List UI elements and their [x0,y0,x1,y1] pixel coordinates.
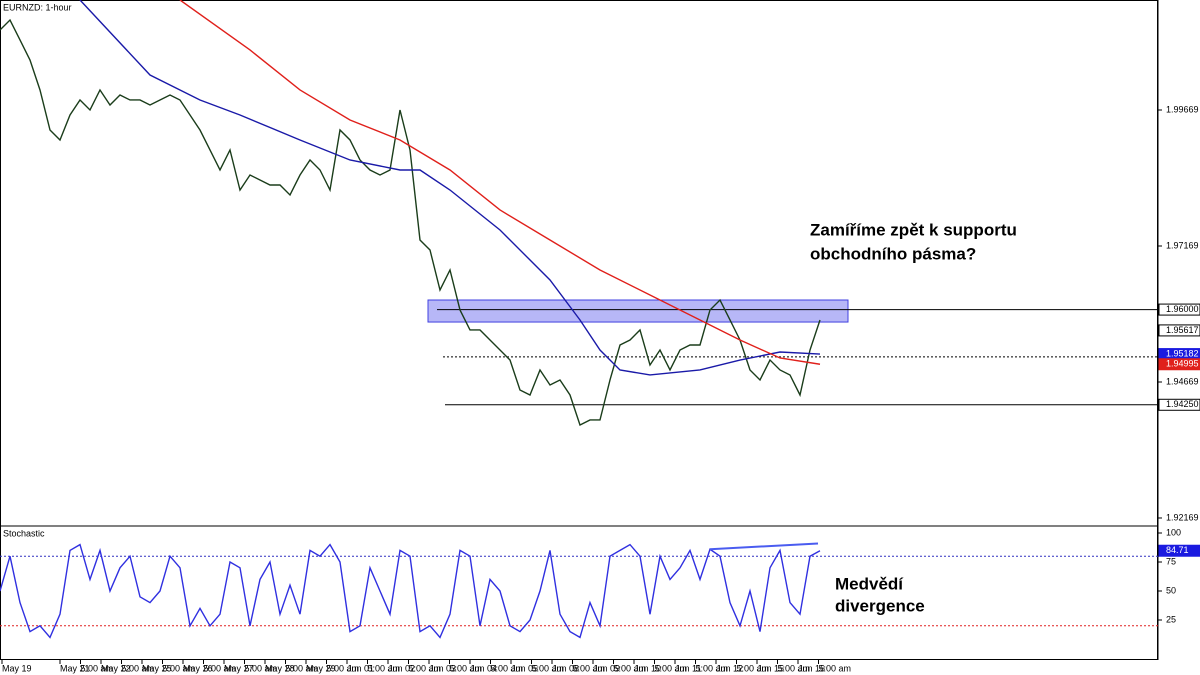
x-tick-label: 5:00 am [778,663,811,673]
series-line [179,0,821,365]
y-tick-label: 1.99669 [1166,104,1199,114]
x-tick-label: Jun 09 [593,663,620,673]
x-tick-label: 5:00 am [204,663,237,673]
divergence-line [709,542,819,551]
price-tag [1158,358,1200,371]
annotation: Zamíříme zpět k supportu [810,220,1017,239]
x-tick-label: May 27 [224,663,254,673]
x-tick-label: Jun 16 [798,663,825,673]
price-tag-label: 1.95182 [1166,348,1199,358]
x-tick-label: 5:00 am [696,663,729,673]
y-tick-label: 1.92169 [1166,512,1199,522]
x-tick-label: 5:00 am [163,663,196,673]
price-tag [1158,324,1200,337]
x-tick-label: May 21 [60,663,90,673]
x-tick-label: Jun 15 [757,663,784,673]
y-tick-label: 1.97169 [1166,240,1199,250]
x-tick-label: 5:00 am [450,663,483,673]
price-tag-label: 1.94995 [1166,359,1199,369]
series-line [79,0,821,376]
x-tick-label: Jun 10 [634,663,661,673]
x-tick-label: 5:00 am [286,663,319,673]
y-tick-label: 25 [1166,614,1176,624]
x-tick-label: May 19 [2,663,32,673]
price-tag-label: 1.96000 [1166,304,1199,314]
x-tick-label: 5:00 am [491,663,524,673]
price-tag-label: 1.94250 [1166,399,1199,409]
x-tick-label: 5:00 am [81,663,114,673]
x-tick-label: Jun 12 [716,663,743,673]
y-tick-label: 75 [1166,556,1176,566]
x-tick-label: 5:00 am [368,663,401,673]
y-tick-label: 1.94669 [1166,376,1199,386]
x-tick-label: Jun 02 [388,663,415,673]
price-tag [1158,398,1200,411]
x-tick-label: 5:00 am [409,663,442,673]
series-line [0,18,821,426]
y-tick-label: 100 [1166,527,1181,537]
x-tick-label: 5:00 am [655,663,688,673]
x-tick-label: 5:00 am [327,663,360,673]
price-tag-label: 1.95617 [1166,325,1199,335]
x-tick-label: Jun 04 [470,663,497,673]
price-tag [1158,303,1200,316]
x-tick-label: May 26 [183,663,213,673]
x-tick-label: 5:00 am [245,663,278,673]
x-tick-label: 5:00 am [614,663,647,673]
annotation: Medvědí [835,574,904,593]
x-tick-label: 5:00 am [573,663,606,673]
chart-title: EURNZD: 1-hour [3,2,72,12]
x-tick-label: 5:00 am [737,663,770,673]
x-tick-label: Jun 05 [511,663,538,673]
x-tick-label: Jun 08 [552,663,579,673]
x-tick-label: Jun 03 [429,663,456,673]
annotation: divergence [835,596,925,615]
x-tick-label: May 25 [142,663,172,673]
x-tick-label: May 29 [306,663,336,673]
indicator-title: Stochastic [3,528,45,538]
zone [427,299,849,323]
x-tick-label: 5:00 am [532,663,565,673]
x-tick-label: May 28 [265,663,295,673]
price-tag [1158,544,1200,557]
x-tick-label: 5:00 am [122,663,155,673]
annotation: obchodního pásma? [810,244,976,263]
series-line [0,543,821,639]
x-tick-label: Jun 01 [347,663,374,673]
price-tag-label: 84.71 [1166,545,1189,555]
x-tick-label: Jun 11 [675,663,701,673]
x-tick-label: May 22 [101,663,131,673]
x-tick-label: 5:00 am [819,663,852,673]
y-tick-label: 50 [1166,585,1176,595]
